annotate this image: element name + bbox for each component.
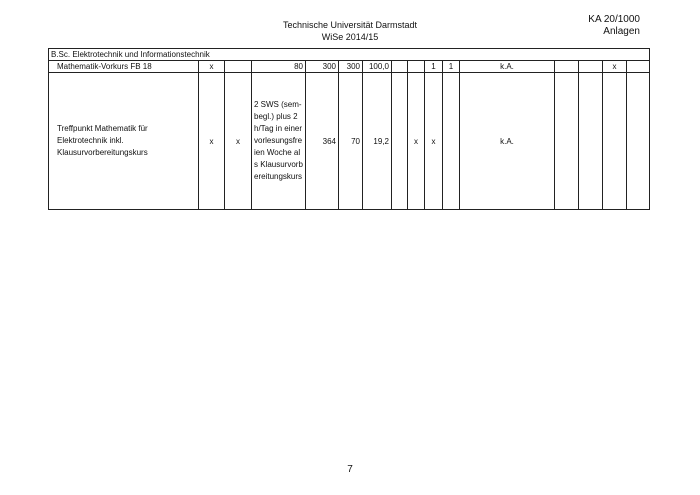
- university-name: Technische Universität Darmstadt: [282, 20, 418, 30]
- cell: x: [198, 72, 225, 210]
- cell: x: [198, 60, 225, 73]
- cell: [554, 60, 579, 73]
- document-reference: KA 20/1000 Anlagen: [588, 14, 640, 38]
- cell: [626, 72, 650, 210]
- cell: [554, 72, 579, 210]
- reference-number: KA 20/1000: [588, 14, 640, 25]
- cell: 1: [424, 60, 443, 73]
- cell: 70: [338, 72, 363, 210]
- cell: 364: [305, 72, 339, 210]
- cell: x: [224, 72, 252, 210]
- page-number: 7: [347, 464, 353, 475]
- hours-description: 2 SWS (sem-begl.) plus 2h/Tag in einer v…: [251, 72, 306, 210]
- semester: WiSe 2014/15: [321, 32, 379, 42]
- cell: x: [407, 72, 425, 210]
- cell: [391, 60, 408, 73]
- cell: [578, 72, 603, 210]
- cell: [602, 72, 627, 210]
- cell: [224, 60, 252, 73]
- cell: 300: [338, 60, 363, 73]
- cell: k.A.: [459, 72, 555, 210]
- cell: 80: [251, 60, 306, 73]
- section-row: B.Sc. Elektrotechnik und Informationstec…: [48, 48, 650, 61]
- appendix-label: Anlagen: [603, 26, 640, 37]
- course-name: Treffpunkt Mathematik für Elektrotechnik…: [48, 72, 199, 210]
- cell: [407, 60, 425, 73]
- cell: 300: [305, 60, 339, 73]
- cell: x: [602, 60, 627, 73]
- table-row: Mathematik-Vorkurs FB 18 x 80 300 300 10…: [48, 60, 650, 73]
- cell: 100,0: [362, 60, 392, 73]
- course-table: B.Sc. Elektrotechnik und Informationstec…: [48, 48, 650, 210]
- cell: 1: [442, 60, 460, 73]
- table-row: Treffpunkt Mathematik für Elektrotechnik…: [48, 72, 650, 210]
- course-name: Mathematik-Vorkurs FB 18: [48, 60, 199, 73]
- cell: [391, 72, 408, 210]
- cell: 19,2: [362, 72, 392, 210]
- section-title: B.Sc. Elektrotechnik und Informationstec…: [48, 48, 650, 61]
- cell: [442, 72, 460, 210]
- cell: [578, 60, 603, 73]
- cell: k.A.: [459, 60, 555, 73]
- cell: x: [424, 72, 443, 210]
- cell: [626, 60, 650, 73]
